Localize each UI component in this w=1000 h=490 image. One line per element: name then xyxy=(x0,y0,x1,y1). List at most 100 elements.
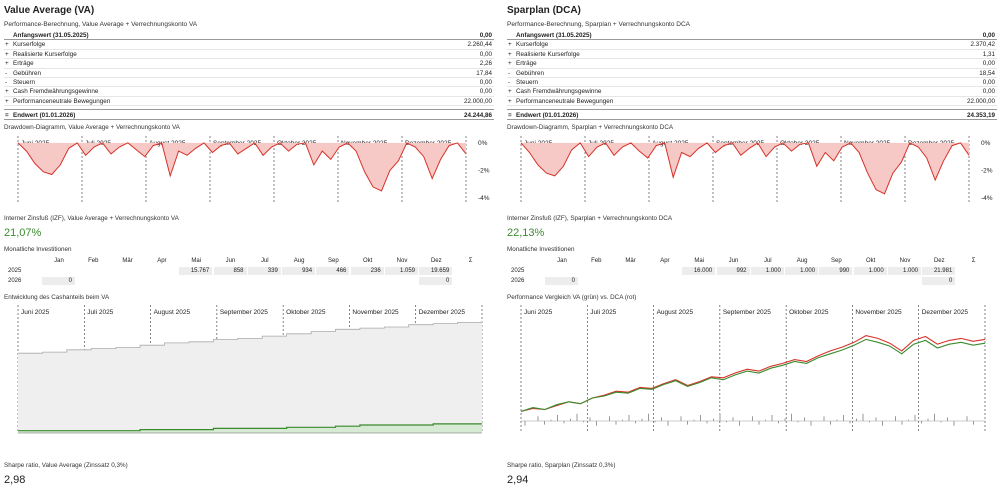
row-value: 0,00 xyxy=(479,88,492,96)
drawdown-area xyxy=(18,142,466,191)
year-label: 2025 xyxy=(8,268,22,274)
month-header-cell: Jan xyxy=(557,258,567,264)
row-sign: = xyxy=(508,112,512,120)
monthly-cell: 992 xyxy=(716,267,750,275)
monthly-cell: 339 xyxy=(247,267,281,275)
row-sign: - xyxy=(508,78,511,86)
row-value: 22.000,00 xyxy=(463,97,492,105)
row-label: Cash Fremdwährungsgewinne xyxy=(13,88,99,96)
monthly-cell: 858 xyxy=(213,267,247,275)
monthly-cell: 466 xyxy=(316,267,350,275)
month-header-cell: Jul xyxy=(260,258,269,264)
dca-sharpe-label: Sharpe ratio, Sparplan (Zinssatz 0,3%) xyxy=(507,462,616,469)
monthly-cell: 0 xyxy=(42,277,75,285)
row-label: Kurserfolge xyxy=(13,41,46,49)
month-header-cell: Apr xyxy=(660,258,670,264)
dca-monthly-table: Jan Feb Mär Apr Mai Jun Jul Aug Sep Okt Nov Dez Σ 202… xyxy=(507,256,997,286)
row-label: Realisierte Kurserfolge xyxy=(516,50,580,58)
va-cash-chart: Juni 2025 Juli 2025 August 2025 September 2… xyxy=(17,305,483,434)
month-header-cell: Feb xyxy=(591,258,602,264)
table-row: + Kurserfolge 2.370,42 xyxy=(507,40,997,50)
row-label: Steuern xyxy=(13,78,36,86)
head-value: 0,00 xyxy=(982,32,995,39)
row-sign: + xyxy=(5,60,9,68)
month-header-cell: Aug xyxy=(796,258,808,264)
row-label: Kurserfolge xyxy=(516,41,549,49)
cash-total-area xyxy=(18,321,482,433)
row-label: Performanceneutrale Bewegungen xyxy=(516,97,614,105)
va-sharpe-value: 2,98 xyxy=(4,474,26,486)
row-label: Performanceneutrale Bewegungen xyxy=(13,97,111,105)
row-value: 2,26 xyxy=(479,60,492,68)
total-value: 24.353,19 xyxy=(966,112,995,120)
dca-drawdown-label: Drawdown-Diagramm, Sparplan + Verrechnun… xyxy=(507,124,674,131)
y-tick-label: 0% xyxy=(478,140,488,147)
month-label: Juli 2025 xyxy=(87,309,113,316)
va-chart2-label: Entwicklung des Cashanteils beim VA xyxy=(4,294,110,301)
monthly-row: 2025 16.000 992 1.000 1.000 990 1.000 1.000 21.9… xyxy=(507,266,997,276)
row-value: 22.000,00 xyxy=(966,97,995,105)
va-performance-line xyxy=(520,338,986,412)
row-value: 2.370,42 xyxy=(970,41,995,49)
table-row: + Performanceneutrale Bewegungen 22.000,00 xyxy=(4,97,494,107)
row-sign: - xyxy=(508,69,511,77)
total-label: Endwert (01.01.2026) xyxy=(516,112,579,120)
month-header-cell: Sep xyxy=(831,258,842,264)
month-header-cell: Σ xyxy=(468,258,473,264)
table-row: - Gebühren 17,84 xyxy=(4,69,494,78)
va-performance-table: Anfangswert (31.05.2025) 0,00 + Kurserfol… xyxy=(4,31,494,121)
monthly-cell: 19.659 xyxy=(419,267,453,275)
va-column: Value Average (VA) Performance-Berechnun… xyxy=(4,0,494,490)
table-row: Anfangswert (31.05.2025) 0,00 xyxy=(507,31,997,41)
month-header-cell: Jun xyxy=(728,258,739,264)
va-irr-label: Interner Zinsfuß (IZF), Value Average + … xyxy=(4,215,179,222)
y-tick-label: -2% xyxy=(478,167,490,174)
head-value: 0,00 xyxy=(479,32,492,39)
va-monthly-table: Jan Feb Mär Apr Mai Jun Jul Aug Sep Okt Nov Dez Σ 202… xyxy=(4,256,494,286)
head-label: Anfangswert (31.05.2025) xyxy=(516,32,592,39)
dca-performance-line xyxy=(520,335,986,412)
row-sign: + xyxy=(5,88,9,96)
dca-chart2-label: Performance Vergleich VA (grün) vs. DCA … xyxy=(507,294,637,301)
monthly-header: Jan Feb Mär Apr Mai Jun Jul Aug Sep Okt Nov Dez Σ xyxy=(507,256,997,266)
dca-column: Sparplan (DCA) Performance-Berechnung, S… xyxy=(507,0,997,490)
table-total-row: = Endwert (01.01.2026) 24.244,86 xyxy=(4,109,494,121)
month-header-cell: Mai xyxy=(191,258,202,264)
row-sign: + xyxy=(508,97,512,105)
row-value: 0,00 xyxy=(982,60,995,68)
monthly-cell: 236 xyxy=(350,267,384,275)
monthly-cell: 1.000 xyxy=(888,267,921,275)
monthly-cell: 0 xyxy=(922,277,956,285)
monthly-cell: 16.000 xyxy=(682,267,716,275)
month-header-cell: Aug xyxy=(293,258,305,264)
y-tick-label: 0% xyxy=(981,140,991,147)
row-label: Steuern xyxy=(516,78,539,86)
row-sign: - xyxy=(5,69,8,77)
month-header-cell: Jan xyxy=(54,258,64,264)
drawdown-line xyxy=(17,142,467,192)
row-value: 0,00 xyxy=(982,78,995,86)
drawdown-area xyxy=(521,142,969,194)
year-label: 2026 xyxy=(511,278,525,284)
monthly-cell: 0 xyxy=(545,277,578,285)
dca-performance-table: Anfangswert (31.05.2025) 0,00 + Kurserfol… xyxy=(507,31,997,121)
row-value: 18,54 xyxy=(979,69,995,77)
row-sign: - xyxy=(5,78,8,86)
row-label: Realisierte Kurserfolge xyxy=(13,50,77,58)
monthly-row: 2026 0 0 xyxy=(507,276,997,286)
table-row: + Erträge 2,26 xyxy=(4,59,494,69)
row-label: Cash Fremdwährungsgewinne xyxy=(516,88,602,96)
monthly-cell: 990 xyxy=(819,267,853,275)
monthly-cell: 1.059 xyxy=(385,267,418,275)
month-header-cell: Sep xyxy=(328,258,339,264)
month-label: Dezember 2025 xyxy=(922,309,969,316)
month-header-cell: Jul xyxy=(763,258,772,264)
month-label: Dezember 2025 xyxy=(419,309,466,316)
month-header-cell: Jun xyxy=(225,258,236,264)
row-sign: + xyxy=(508,88,512,96)
va-irr-value: 21,07% xyxy=(4,227,42,239)
table-row: + Realisierte Kurserfolge 0,00 xyxy=(4,50,494,60)
table-row: + Kurserfolge 2.260,44 xyxy=(4,40,494,50)
monthly-header: Jan Feb Mär Apr Mai Jun Jul Aug Sep Okt Nov Dez Σ xyxy=(4,256,494,266)
